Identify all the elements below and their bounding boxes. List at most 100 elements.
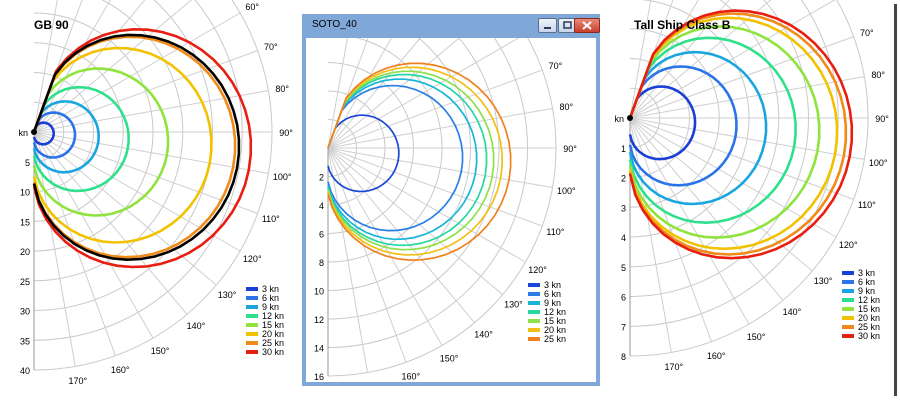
divider (894, 4, 897, 396)
series-line (32, 33, 241, 261)
series-line (327, 84, 464, 232)
legend-label: 15 kn (544, 316, 566, 326)
grid-spoke (629, 76, 865, 119)
grid-ring (629, 0, 869, 357)
radial-tick-label: 10 (20, 188, 30, 198)
angle-tick-label: 130° (218, 290, 237, 300)
grid-spoke (327, 147, 407, 363)
grid-spoke (629, 0, 772, 119)
grid-spoke (33, 0, 58, 133)
series-line (327, 62, 512, 261)
grid-spoke (327, 0, 415, 149)
grid-spoke (327, 147, 475, 323)
series-line (327, 73, 488, 247)
radial-tick-label: 3 (621, 203, 626, 213)
legend-label: 6 kn (544, 289, 561, 299)
angle-tick-label: 90° (563, 144, 577, 154)
grid-spoke (327, 147, 543, 227)
radial-tick-label: 14 (314, 344, 324, 354)
series-line (628, 16, 839, 251)
radial-tick-label: 5 (621, 263, 626, 273)
polar-chart-tallship: Tall Ship Class B 1234567820°30°40°50°60… (610, 0, 890, 400)
kn-label: kn (614, 114, 624, 124)
legend-label: 9 kn (544, 298, 561, 308)
close-icon (582, 21, 592, 30)
grid-spoke (629, 117, 865, 160)
polar-plot: 1234567820°30°40°50°60°70°80°90°100°110°… (614, 0, 889, 372)
angle-tick-label: 110° (546, 227, 564, 237)
chart-title: GB 90 (34, 18, 69, 32)
origin-point (31, 129, 37, 135)
chart-title: Tall Ship Class B (634, 18, 731, 32)
radial-tick-label: 20 (20, 247, 30, 257)
legend-label: 15 kn (858, 304, 880, 314)
legend-label: 20 kn (858, 313, 880, 323)
soto40-window: SOTO_40 24681012141620°30°40°50°60°70°80… (302, 0, 600, 392)
angle-tick-label: 90° (875, 114, 889, 124)
grid-spoke (629, 117, 854, 200)
legend-label: 12 kn (262, 311, 284, 321)
radial-tick-label: 16 (314, 372, 324, 382)
grid-spoke (629, 117, 784, 301)
origin-point (627, 115, 633, 121)
legend-label: 9 kn (262, 302, 279, 312)
legend-label: 25 kn (858, 322, 880, 332)
grid-spoke (33, 50, 258, 133)
series-line (628, 65, 738, 187)
kn-label: kn (18, 128, 28, 138)
radial-tick-label: 40 (20, 366, 30, 376)
radial-tick-label: 5 (25, 158, 30, 168)
angle-tick-label: 110° (858, 200, 876, 210)
radial-tick-label: 30 (20, 307, 30, 317)
angle-tick-label: 100° (869, 158, 888, 168)
angle-tick-label: 120° (528, 265, 547, 275)
polar-chart-gb90: GB 90 51015202530354020°30°40°50°60°70°8… (0, 0, 300, 400)
legend-label: 30 kn (858, 331, 880, 341)
close-button[interactable] (574, 18, 600, 33)
radial-tick-label: 1 (621, 144, 626, 154)
window-client: 24681012141620°30°40°50°60°70°80°90°100°… (306, 0, 596, 392)
legend-label: 3 kn (544, 280, 561, 290)
angle-tick-label: 90° (279, 128, 293, 138)
legend-label: 6 kn (858, 277, 875, 287)
angle-tick-label: 140° (474, 329, 493, 339)
legend-label: 30 kn (262, 347, 284, 357)
radial-tick-label: 4 (319, 201, 324, 211)
grid-spoke (33, 0, 111, 133)
grid-spoke (327, 147, 369, 373)
radial-tick-label: 12 (314, 315, 324, 325)
series-line (32, 35, 237, 259)
angle-tick-label: 80° (560, 102, 574, 112)
window-title: SOTO_40 (312, 19, 357, 30)
legend-label: 9 kn (858, 286, 875, 296)
legend-label: 3 kn (858, 268, 875, 278)
series-line (32, 28, 253, 269)
grid-spoke (327, 147, 553, 189)
angle-tick-label: 170° (664, 362, 683, 372)
radial-tick-label: 2 (319, 173, 324, 183)
angle-tick-label: 160° (111, 365, 130, 375)
angle-tick-label: 140° (187, 321, 206, 331)
series-line (628, 12, 848, 256)
grid-spoke (33, 131, 269, 174)
angle-tick-label: 70° (860, 28, 874, 38)
polar-plot: 51015202530354020°30°40°50°60°70°80°90°1… (18, 0, 293, 386)
legend-label: 12 kn (858, 295, 880, 305)
angle-tick-label: 70° (264, 42, 278, 52)
grid-spoke (33, 131, 154, 339)
grid-spoke (629, 36, 854, 119)
series-line (628, 50, 768, 206)
grid-spoke (629, 0, 652, 119)
polar-plot: 24681012141620°30°40°50°60°70°80°90°100°… (314, 0, 577, 392)
angle-tick-label: 160° (401, 371, 420, 381)
angle-tick-label: 100° (557, 186, 576, 196)
radial-tick-label: 2 (621, 174, 626, 184)
minimize-button[interactable] (538, 18, 557, 33)
radial-tick-label: 35 (20, 336, 30, 346)
window-titlebar[interactable]: SOTO_40 (302, 14, 600, 38)
series-line (628, 9, 854, 260)
angle-tick-label: 140° (783, 307, 802, 317)
angle-tick-label: 60° (245, 2, 259, 12)
legend-label: 25 kn (262, 338, 284, 348)
grid-spoke (327, 147, 526, 263)
